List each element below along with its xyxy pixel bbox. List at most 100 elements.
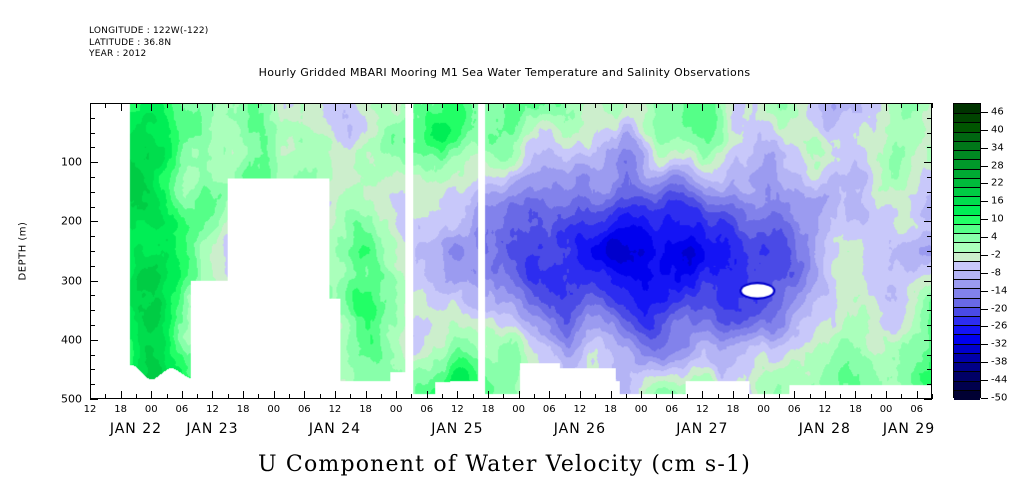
x-tick <box>503 394 505 399</box>
y-tick-label: 300 <box>61 274 82 288</box>
colorbar-tick-label: -8 <box>991 267 1001 279</box>
colorbar-tick-label: 28 <box>991 160 1004 172</box>
colorbar-band <box>954 316 980 326</box>
colorbar-divider <box>954 233 980 235</box>
colorbar-band <box>954 297 980 308</box>
y-tick <box>927 206 932 208</box>
x-day-label: JAN 23 <box>186 421 239 437</box>
x-tick <box>794 103 796 111</box>
x-tick <box>472 103 474 108</box>
x-tick <box>319 394 321 399</box>
x-tick <box>181 391 183 399</box>
colorbar-band <box>954 251 980 262</box>
x-tick <box>886 391 888 399</box>
colorbar-band <box>954 325 980 336</box>
y-tick <box>90 147 95 149</box>
colorbar-band <box>954 186 980 197</box>
colorbar-tick <box>981 308 988 310</box>
y-tick <box>927 310 932 312</box>
x-tick-label: 00 <box>389 404 403 415</box>
x-tick <box>840 394 842 399</box>
longitude-text: LONGITUDE : 122W(-122) <box>89 26 209 36</box>
x-tick <box>886 103 888 111</box>
x-tick <box>794 391 796 399</box>
x-tick <box>488 103 490 111</box>
colorbar-divider <box>954 306 980 308</box>
x-day-label: JAN 22 <box>109 421 163 437</box>
x-tick <box>778 394 780 399</box>
x-tick <box>289 103 291 108</box>
x-tick <box>319 103 321 108</box>
colorbar-tick-label: 46 <box>991 106 1004 118</box>
colorbar-band <box>954 214 980 225</box>
x-tick <box>273 391 275 399</box>
y-tick-label: 100 <box>61 155 82 169</box>
colorbar-divider <box>954 297 980 299</box>
x-tick <box>840 103 842 108</box>
x-tick <box>533 394 535 399</box>
colorbar-tick <box>981 380 988 382</box>
colorbar-tick-label: -32 <box>991 338 1008 350</box>
x-tick <box>641 391 643 399</box>
x-tick <box>488 391 490 399</box>
x-tick <box>579 103 581 111</box>
x-day-label: JAN 24 <box>308 421 362 437</box>
y-tick <box>924 103 932 104</box>
y-ticks-left <box>90 103 98 400</box>
chart-title: Hourly Gridded MBARI Mooring M1 Sea Wate… <box>258 66 751 79</box>
colorbar-band <box>954 352 980 363</box>
metadata-block: LONGITUDE : 122W(-122) LATITUDE : 36.8N YE… <box>89 26 209 61</box>
x-tick-label: 00 <box>512 404 526 415</box>
colorbar-band <box>954 343 980 354</box>
x-tick <box>579 391 581 399</box>
x-tick <box>243 103 245 111</box>
x-tick-label: 00 <box>144 404 158 415</box>
colorbar-divider <box>954 186 980 188</box>
x-tick <box>824 103 826 111</box>
colorbar-tick <box>981 254 988 256</box>
x-tick <box>533 103 535 108</box>
colorbar-band <box>954 260 980 271</box>
y-tick <box>90 265 95 267</box>
x-tick <box>243 391 245 399</box>
y-tick <box>927 251 932 252</box>
x-tick <box>334 103 336 111</box>
colorbar-divider <box>954 140 980 142</box>
colorbar-band <box>954 334 980 345</box>
colorbar-band <box>954 223 980 234</box>
colorbar-tick-label: -44 <box>991 374 1008 386</box>
y-tick <box>924 162 932 164</box>
colorbar-divider <box>954 325 980 327</box>
colorbar-tick-label: 40 <box>991 124 1004 136</box>
x-tick <box>687 103 689 108</box>
colorbar-band <box>954 306 980 317</box>
y-tick <box>927 132 932 134</box>
y-tick <box>924 280 932 282</box>
x-tick-label: 18 <box>359 404 372 415</box>
colorbar-tick <box>981 362 988 364</box>
colorbar-band <box>954 205 980 216</box>
x-tick-label: 06 <box>787 404 801 415</box>
y-tick <box>90 280 98 282</box>
colorbar-divider <box>954 223 980 225</box>
x-tick <box>916 103 918 111</box>
x-tick <box>732 391 734 399</box>
y-tick <box>927 191 932 193</box>
colorbar-tick <box>981 326 988 328</box>
x-tick <box>870 103 872 108</box>
y-tick <box>927 265 932 267</box>
plot-area <box>90 103 932 399</box>
x-tick <box>778 103 780 108</box>
colorbar-band <box>954 279 980 289</box>
x-tick <box>258 394 260 399</box>
y-tick <box>927 354 932 356</box>
x-tick <box>855 391 857 399</box>
x-tick <box>289 394 291 399</box>
colorbar-tick-label: -14 <box>991 285 1008 297</box>
x-tick <box>212 391 214 399</box>
x-tick <box>227 394 229 399</box>
x-ticks-top <box>90 103 933 111</box>
x-tick <box>824 391 826 399</box>
colorbar-divider <box>954 260 980 262</box>
